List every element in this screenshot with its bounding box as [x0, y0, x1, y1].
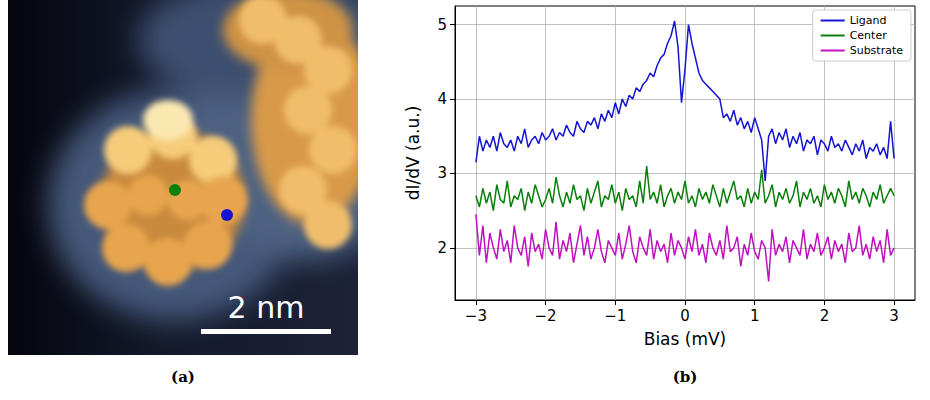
svg-text:2 nm: 2 nm [228, 290, 305, 325]
svg-text:Center: Center [850, 29, 888, 42]
html-text:(b): (b) [672, 368, 698, 386]
svg-text:−2: −2 [535, 307, 557, 325]
svg-text:1: 1 [750, 307, 760, 325]
svg-text:Substrate: Substrate [850, 44, 904, 57]
svg-text:3: 3 [437, 164, 447, 182]
svg-text:0: 0 [680, 307, 690, 325]
svg-text:−3: −3 [465, 307, 487, 325]
html-text:(a): (a) [171, 368, 195, 386]
svg-text:5: 5 [437, 16, 447, 34]
svg-text:4: 4 [437, 90, 447, 108]
svg-text:dI/dV (a.u.): dI/dV (a.u.) [403, 106, 423, 201]
svg-text:Ligand: Ligand [850, 14, 887, 27]
svg-text:Bias (mV): Bias (mV) [644, 329, 727, 349]
svg-text:3: 3 [889, 307, 899, 325]
svg-text:2: 2 [820, 307, 830, 325]
svg-text:−1: −1 [604, 307, 626, 325]
svg-text:2: 2 [437, 239, 447, 257]
